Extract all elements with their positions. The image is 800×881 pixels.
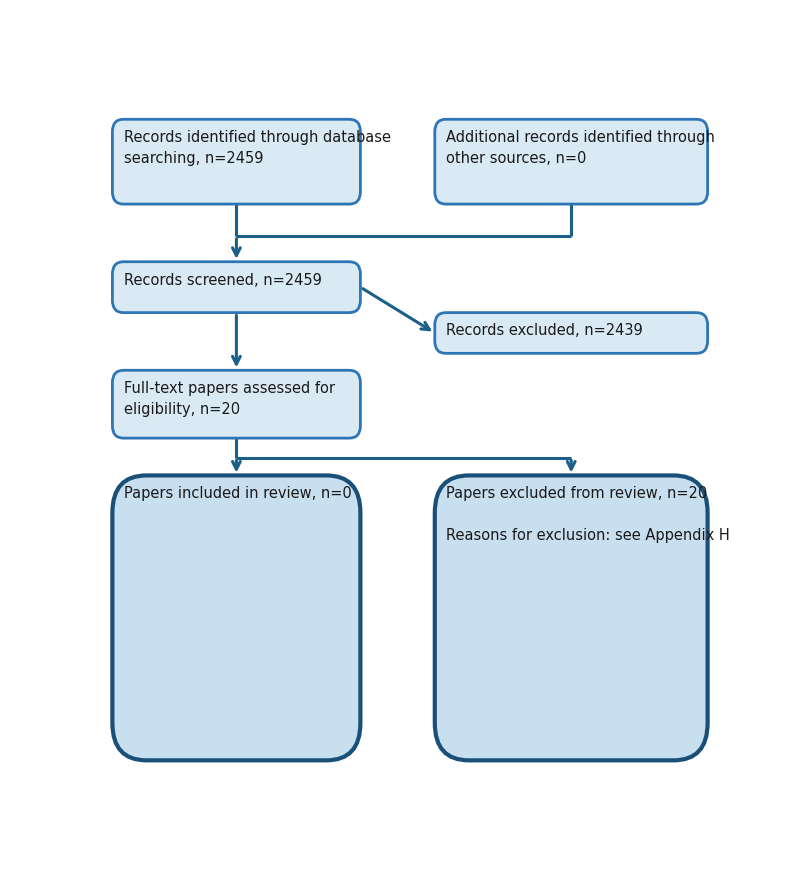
- FancyBboxPatch shape: [435, 313, 708, 353]
- FancyBboxPatch shape: [435, 119, 708, 204]
- Text: Papers excluded from review, n=20

Reasons for exclusion: see Appendix H: Papers excluded from review, n=20 Reason…: [446, 486, 730, 544]
- FancyBboxPatch shape: [112, 476, 361, 760]
- FancyBboxPatch shape: [112, 262, 361, 313]
- FancyBboxPatch shape: [112, 370, 361, 438]
- Text: Papers included in review, n=0: Papers included in review, n=0: [123, 486, 351, 501]
- Text: Records excluded, n=2439: Records excluded, n=2439: [446, 323, 642, 338]
- Text: Full-text papers assessed for
eligibility, n=20: Full-text papers assessed for eligibilit…: [123, 381, 334, 417]
- FancyBboxPatch shape: [112, 119, 361, 204]
- Text: Records screened, n=2459: Records screened, n=2459: [123, 272, 322, 287]
- FancyBboxPatch shape: [435, 476, 708, 760]
- Text: Additional records identified through
other sources, n=0: Additional records identified through ot…: [446, 130, 715, 167]
- Text: Records identified through database
searching, n=2459: Records identified through database sear…: [123, 130, 390, 167]
